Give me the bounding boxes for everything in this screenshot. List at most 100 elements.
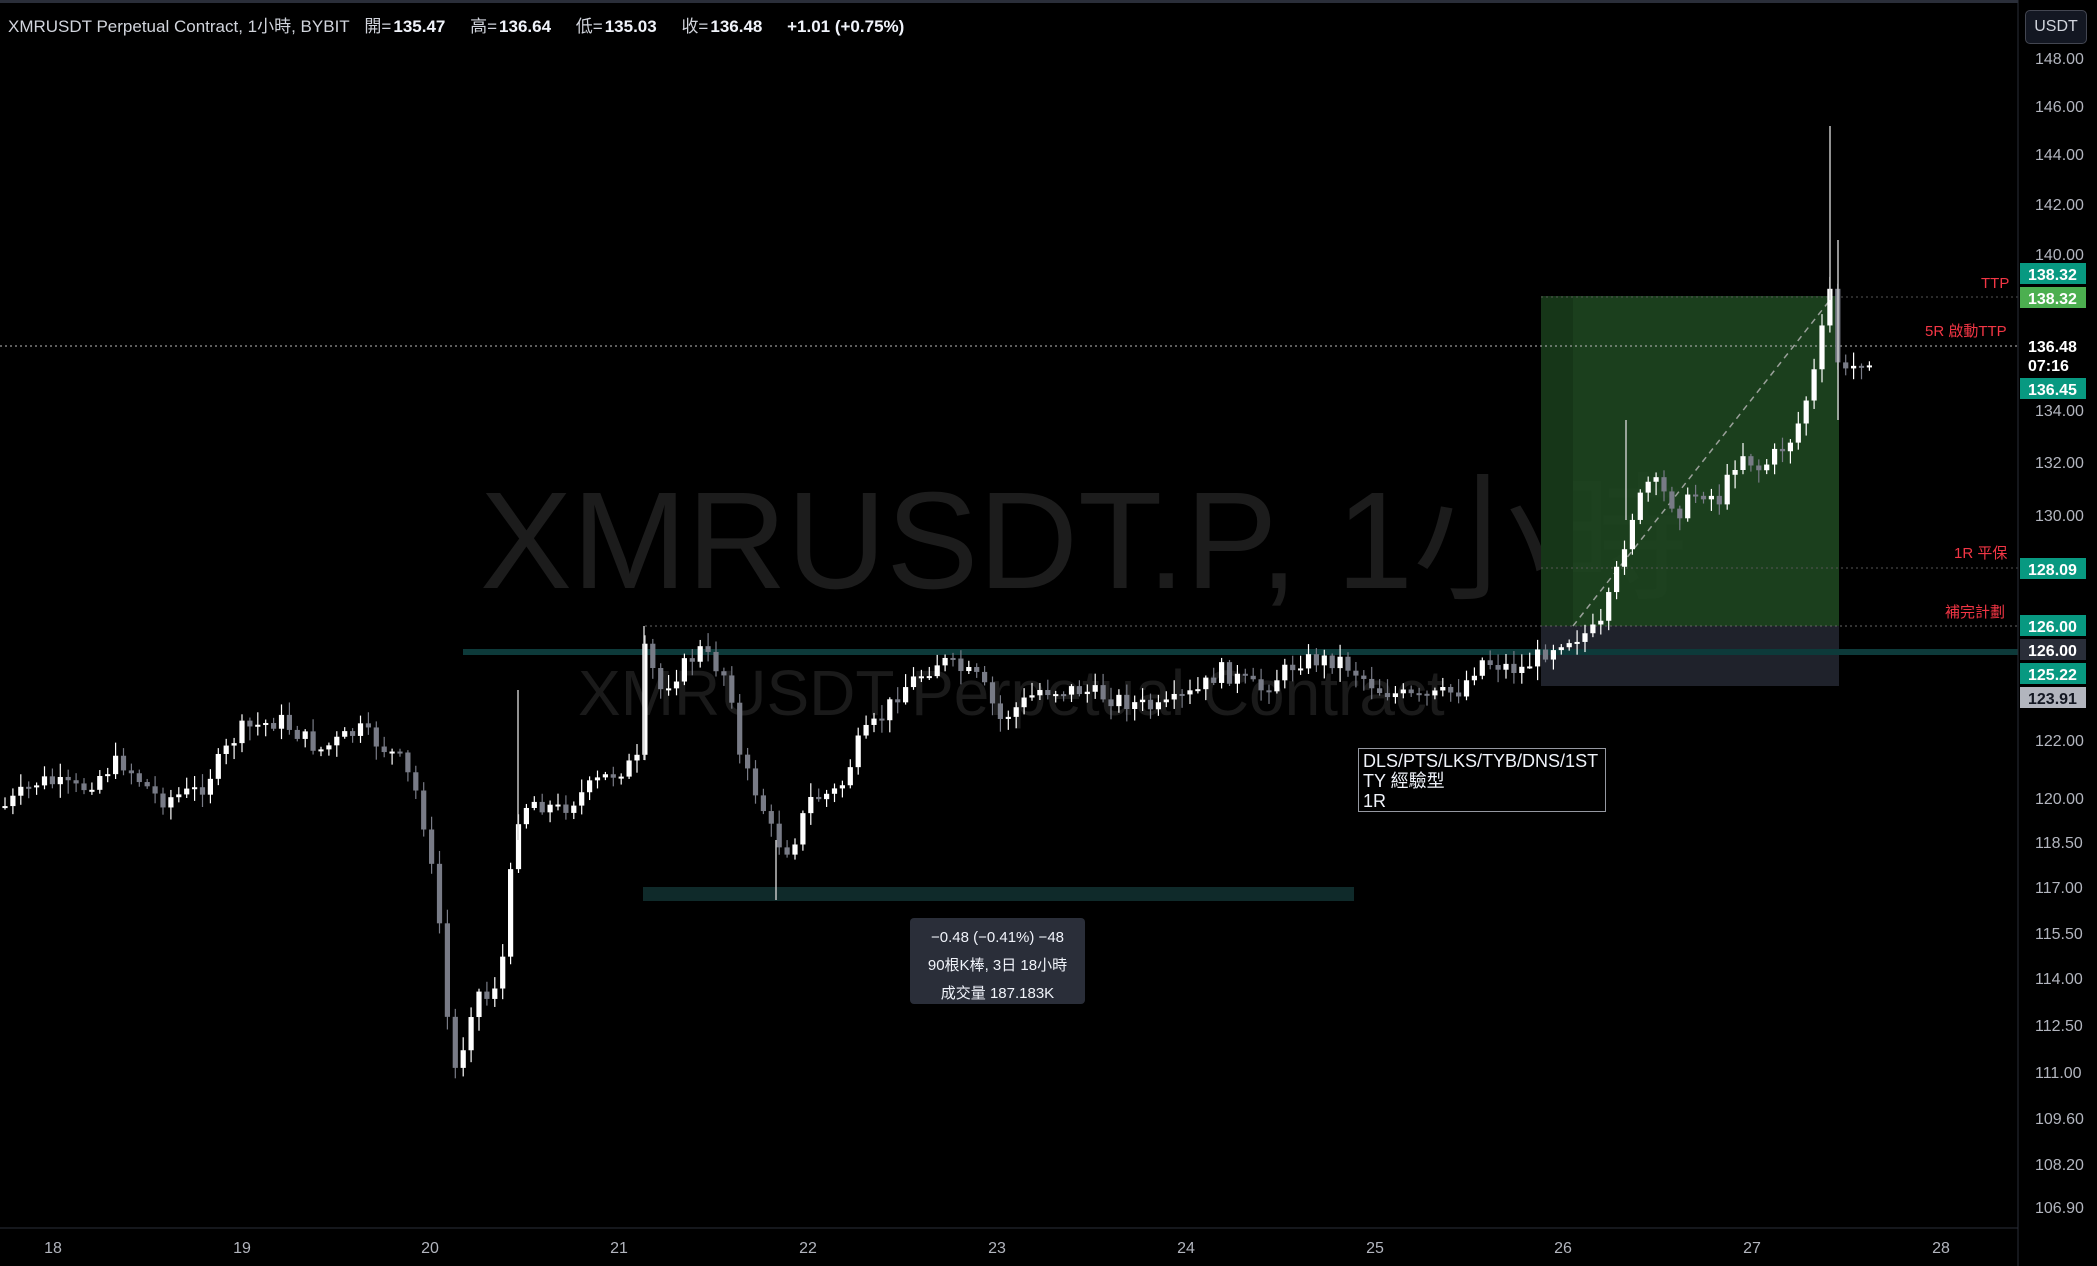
candle-body <box>816 796 822 800</box>
position-profit-zone[interactable] <box>1541 296 1839 626</box>
price-badge-label: 128.09 <box>2028 562 2077 579</box>
price-tick-label: 112.50 <box>2035 1018 2083 1035</box>
candle-body <box>144 782 150 787</box>
candle-body <box>271 723 277 729</box>
candle-body <box>1234 673 1240 684</box>
candle-body <box>1432 690 1438 696</box>
candle-body <box>776 823 782 848</box>
candle-body <box>1179 693 1185 696</box>
candle-body <box>1700 495 1707 500</box>
candle-body <box>1574 641 1580 644</box>
candle-body <box>784 847 790 855</box>
candle-body <box>1100 685 1106 700</box>
candle-body <box>1329 655 1335 669</box>
candle-body <box>1416 693 1422 696</box>
candle-body <box>555 804 561 807</box>
candle-body <box>974 667 980 672</box>
candle-body <box>1029 695 1035 698</box>
candle-body <box>1258 679 1264 691</box>
symbol-description[interactable]: XMRUSDT Perpetual Contract, 1小時, BYBIT <box>8 17 350 36</box>
symbol-header: XMRUSDT Perpetual Contract, 1小時, BYBIT 開… <box>8 12 914 37</box>
candle-body <box>705 646 711 652</box>
price-tick-label: 132.00 <box>2035 455 2084 472</box>
candle-body <box>1171 693 1177 700</box>
price-badge <box>2020 558 2086 579</box>
strategy-note-line1: DLS/PTS/LKS/TYB/DNS/1ST <box>1363 751 1599 771</box>
candle-body <box>1163 699 1169 703</box>
ohlc-close: 收= 136.48 <box>681 17 763 36</box>
price-badge <box>2020 663 2086 684</box>
price-tick-label: 134.00 <box>2035 403 2084 420</box>
candlestick-series[interactable] <box>2 126 1872 1079</box>
candle-body <box>389 751 395 754</box>
candle-body <box>721 671 727 676</box>
candle-body <box>1440 687 1446 691</box>
candle-body <box>626 760 632 777</box>
candle-body <box>1653 477 1659 482</box>
candle-body <box>895 699 901 703</box>
price-tick-label: 111.00 <box>2035 1065 2082 1082</box>
candle-body <box>1685 494 1691 519</box>
candle-body <box>1677 508 1683 519</box>
candle-body <box>476 991 482 1018</box>
candle-body <box>863 724 869 736</box>
currency-button[interactable]: USDT <box>2025 10 2087 44</box>
candle-body <box>839 785 845 789</box>
candle-body <box>563 804 569 813</box>
candle-body <box>1843 362 1849 369</box>
candle-body <box>1795 423 1801 443</box>
candle-body <box>1637 492 1643 520</box>
candle-body <box>286 714 292 730</box>
candle-body <box>634 754 640 761</box>
candle-body <box>1384 693 1391 698</box>
candle-body <box>1195 689 1201 692</box>
price-tick-label: 142.00 <box>2035 197 2084 214</box>
candle-body <box>642 643 648 755</box>
price-tick-label: 140.00 <box>2035 247 2084 264</box>
price-badge-label: 126.00 <box>2028 619 2077 636</box>
candle-body <box>760 795 766 812</box>
ohlc-high: 高= 136.64 <box>470 17 552 36</box>
candle-body <box>247 720 253 727</box>
candle-body <box>429 829 435 864</box>
candle-body <box>1345 656 1351 671</box>
price-badge-label: 136.48 <box>2028 339 2077 356</box>
candle-body <box>942 657 948 666</box>
price-tick-label: 109.60 <box>2035 1111 2084 1128</box>
strategy-note-box[interactable]: DLS/PTS/LKS/TYB/DNS/1ST TY 經驗型 1R <box>1358 748 1606 812</box>
candle-body <box>405 752 411 773</box>
range-measure-bar[interactable] <box>643 887 1354 901</box>
ttp-label: TTP <box>1981 275 2009 292</box>
candle-body <box>697 646 703 662</box>
candle-body <box>847 767 853 786</box>
candle-body <box>681 658 687 682</box>
candle-body <box>1772 448 1778 465</box>
candle-body <box>120 755 127 771</box>
candle-body <box>1487 660 1493 666</box>
candle-body <box>966 667 972 672</box>
ohlc-change: +1.01 (+0.75%) <box>787 17 905 36</box>
candle-body <box>547 804 553 813</box>
position-profit-zone-entry-shade <box>1541 296 1573 626</box>
price-tick-label: 144.00 <box>2035 147 2084 164</box>
candle-body <box>1400 689 1406 694</box>
candle-body <box>89 789 95 792</box>
candle-body <box>421 790 427 830</box>
price-tick-label: 114.00 <box>2035 971 2083 988</box>
time-tick-label: 27 <box>1743 1240 1761 1257</box>
candle-body <box>1582 633 1588 642</box>
plan-label: 補完計劃 <box>1945 604 2005 621</box>
candle-body <box>1779 448 1786 452</box>
measure-volume: 成交量 187.183K <box>940 985 1055 1002</box>
candle-body <box>658 668 664 690</box>
price-tick-label: 146.00 <box>2035 99 2084 116</box>
candle-body <box>468 1017 474 1051</box>
candle-body <box>729 675 735 703</box>
candle-body <box>1298 668 1304 671</box>
candle-body <box>34 785 40 788</box>
time-tick-label: 28 <box>1932 1240 1950 1257</box>
position-loss-zone[interactable] <box>1541 626 1839 686</box>
candle-body <box>1124 694 1130 710</box>
